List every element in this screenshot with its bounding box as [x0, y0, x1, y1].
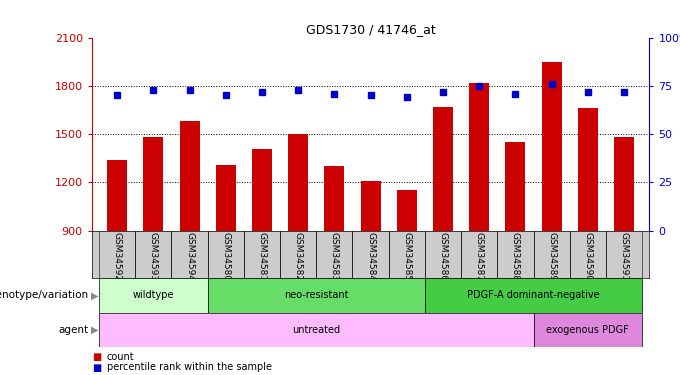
Bar — [614, 137, 634, 231]
Bar — [433, 107, 453, 231]
Bar — [397, 190, 417, 231]
Bar — [143, 137, 163, 231]
Text: GSM34583: GSM34583 — [330, 232, 339, 281]
Text: exogenous PDGF: exogenous PDGF — [547, 325, 629, 335]
Text: GSM34589: GSM34589 — [547, 232, 556, 281]
Text: genotype/variation: genotype/variation — [0, 290, 88, 300]
Text: GSM34584: GSM34584 — [366, 232, 375, 281]
Text: GSM34588: GSM34588 — [511, 232, 520, 281]
Bar — [534, 313, 642, 347]
Bar — [469, 82, 489, 231]
Text: agent: agent — [58, 325, 88, 335]
Text: GSM34591: GSM34591 — [619, 232, 628, 281]
Text: wildtype: wildtype — [133, 290, 174, 300]
Text: GSM34590: GSM34590 — [583, 232, 592, 281]
Title: GDS1730 / 41746_at: GDS1730 / 41746_at — [306, 23, 435, 36]
Bar — [578, 108, 598, 231]
Text: count: count — [107, 352, 135, 362]
Text: neo-resistant: neo-resistant — [284, 290, 349, 300]
Text: untreated: untreated — [292, 325, 341, 335]
Text: ▶: ▶ — [91, 325, 99, 335]
Bar — [288, 134, 308, 231]
Bar — [505, 142, 526, 231]
Bar — [542, 62, 562, 231]
Text: GSM34582: GSM34582 — [294, 232, 303, 281]
Bar — [99, 313, 534, 347]
Text: GSM34581: GSM34581 — [258, 232, 267, 281]
Text: GSM34587: GSM34587 — [475, 232, 483, 281]
Text: GSM34594: GSM34594 — [185, 232, 194, 281]
Text: ■: ■ — [92, 352, 101, 362]
Bar — [180, 121, 199, 231]
Bar — [425, 278, 642, 313]
Bar — [360, 181, 381, 231]
Text: ▶: ▶ — [91, 290, 99, 300]
Bar — [252, 148, 272, 231]
Bar — [107, 160, 127, 231]
Text: percentile rank within the sample: percentile rank within the sample — [107, 363, 272, 372]
Text: GSM34580: GSM34580 — [221, 232, 231, 281]
Bar — [324, 166, 344, 231]
Text: GSM34592: GSM34592 — [113, 232, 122, 281]
Bar — [99, 278, 207, 313]
Text: PDGF-A dominant-negative: PDGF-A dominant-negative — [467, 290, 600, 300]
Text: GSM34593: GSM34593 — [149, 232, 158, 281]
Text: GSM34585: GSM34585 — [403, 232, 411, 281]
Bar — [216, 165, 236, 231]
Bar — [207, 278, 425, 313]
Text: GSM34586: GSM34586 — [439, 232, 447, 281]
Text: ■: ■ — [92, 363, 101, 372]
